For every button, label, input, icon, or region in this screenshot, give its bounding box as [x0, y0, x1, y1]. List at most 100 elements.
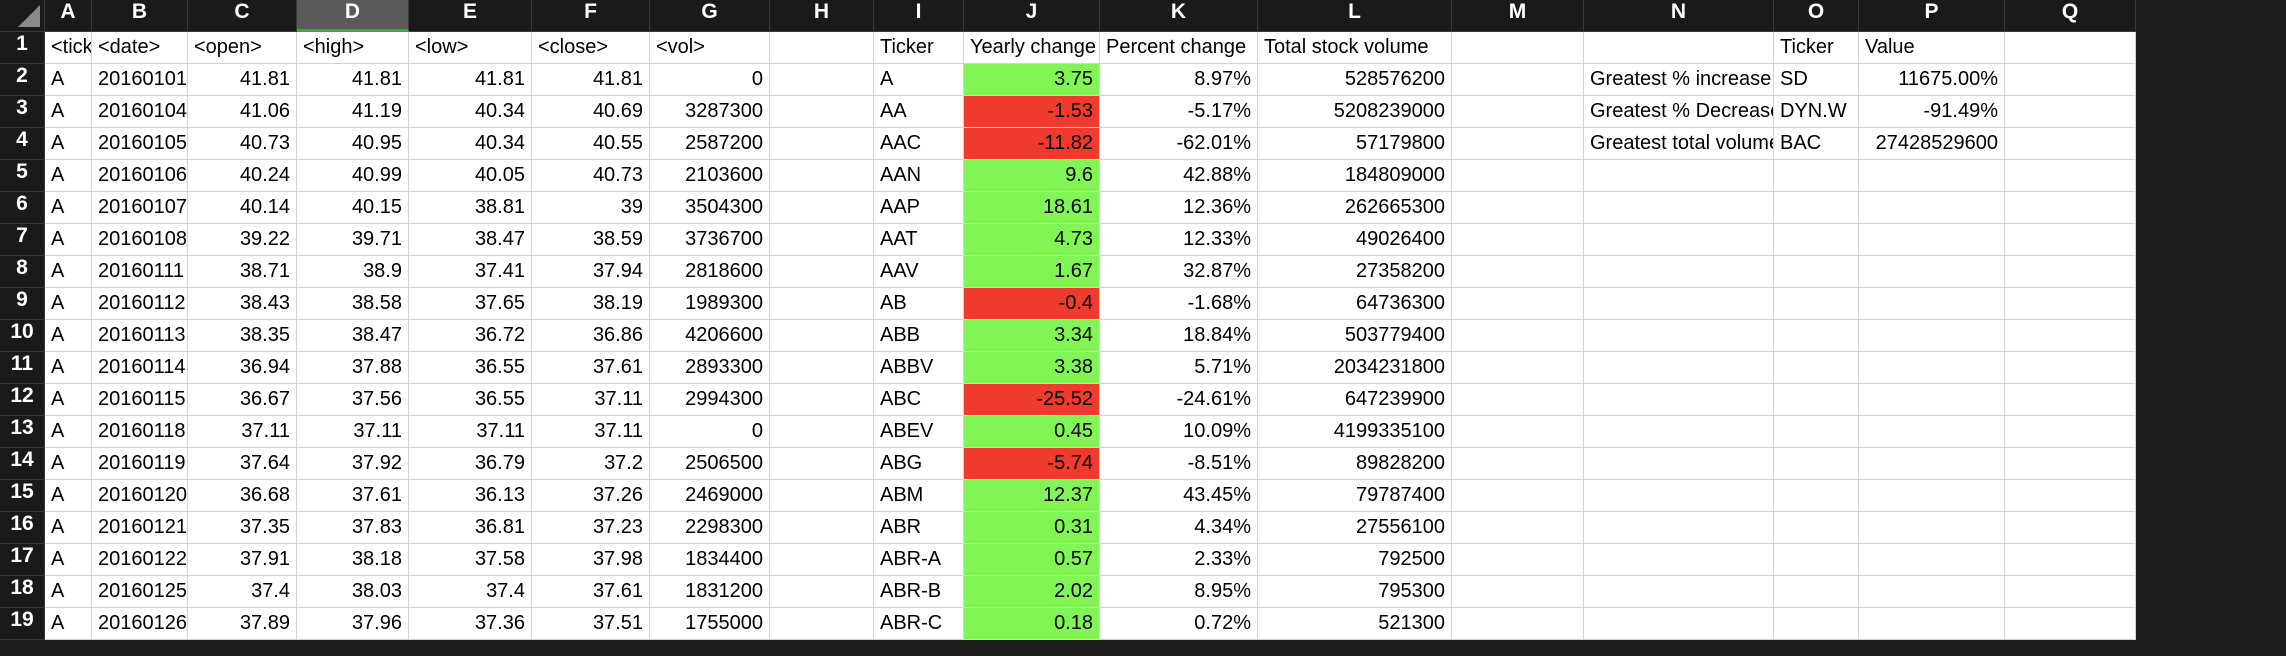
cell-m18[interactable]	[1452, 576, 1584, 608]
cell-e15[interactable]: 36.13	[409, 480, 532, 512]
column-header-i[interactable]: I	[874, 0, 964, 32]
cell-o11[interactable]	[1774, 352, 1859, 384]
cell-j13[interactable]: 0.45	[964, 416, 1100, 448]
cell-o9[interactable]	[1774, 288, 1859, 320]
cell-l7[interactable]: 49026400	[1258, 224, 1452, 256]
cell-o15[interactable]	[1774, 480, 1859, 512]
column-header-h[interactable]: H	[770, 0, 874, 32]
cell-n3[interactable]: Greatest % Decrease	[1584, 96, 1774, 128]
cell-j4[interactable]: -11.82	[964, 128, 1100, 160]
cell-h12[interactable]	[770, 384, 874, 416]
cell-h9[interactable]	[770, 288, 874, 320]
cell-e7[interactable]: 38.47	[409, 224, 532, 256]
cell-h13[interactable]	[770, 416, 874, 448]
column-header-f[interactable]: F	[532, 0, 650, 32]
cell-h17[interactable]	[770, 544, 874, 576]
cell-f9[interactable]: 38.19	[532, 288, 650, 320]
cell-m9[interactable]	[1452, 288, 1584, 320]
cell-m4[interactable]	[1452, 128, 1584, 160]
cell-m5[interactable]	[1452, 160, 1584, 192]
cell-a12[interactable]: A	[45, 384, 92, 416]
cell-i17[interactable]: ABR-A	[874, 544, 964, 576]
cell-h19[interactable]	[770, 608, 874, 640]
cell-n8[interactable]	[1584, 256, 1774, 288]
cell-a8[interactable]: A	[45, 256, 92, 288]
cell-n11[interactable]	[1584, 352, 1774, 384]
cell-i15[interactable]: ABM	[874, 480, 964, 512]
cell-c5[interactable]: 40.24	[188, 160, 297, 192]
cell-p14[interactable]	[1859, 448, 2005, 480]
cell-n4[interactable]: Greatest total volume	[1584, 128, 1774, 160]
cell-q2[interactable]	[2005, 64, 2136, 96]
cell-i7[interactable]: AAT	[874, 224, 964, 256]
cell-d4[interactable]: 40.95	[297, 128, 409, 160]
cell-d9[interactable]: 38.58	[297, 288, 409, 320]
column-header-e[interactable]: E	[409, 0, 532, 32]
cell-a16[interactable]: A	[45, 512, 92, 544]
cell-l2[interactable]: 528576200	[1258, 64, 1452, 96]
cell-c11[interactable]: 36.94	[188, 352, 297, 384]
cell-i4[interactable]: AAC	[874, 128, 964, 160]
cell-p18[interactable]	[1859, 576, 2005, 608]
cell-b4[interactable]: 20160105	[92, 128, 188, 160]
cell-f5[interactable]: 40.73	[532, 160, 650, 192]
cell-h5[interactable]	[770, 160, 874, 192]
cell-k8[interactable]: 32.87%	[1100, 256, 1258, 288]
cell-h4[interactable]	[770, 128, 874, 160]
cell-k9[interactable]: -1.68%	[1100, 288, 1258, 320]
cell-n1[interactable]	[1584, 32, 1774, 64]
cell-g3[interactable]: 3287300	[650, 96, 770, 128]
cell-d14[interactable]: 37.92	[297, 448, 409, 480]
cell-c18[interactable]: 37.4	[188, 576, 297, 608]
cell-a14[interactable]: A	[45, 448, 92, 480]
cell-n17[interactable]	[1584, 544, 1774, 576]
cell-j14[interactable]: -5.74	[964, 448, 1100, 480]
cell-a1[interactable]: <ticker>	[45, 32, 92, 64]
cell-l15[interactable]: 79787400	[1258, 480, 1452, 512]
cell-n15[interactable]	[1584, 480, 1774, 512]
cell-l14[interactable]: 89828200	[1258, 448, 1452, 480]
cell-m6[interactable]	[1452, 192, 1584, 224]
cell-a4[interactable]: A	[45, 128, 92, 160]
cell-p16[interactable]	[1859, 512, 2005, 544]
cell-n19[interactable]	[1584, 608, 1774, 640]
cell-g2[interactable]: 0	[650, 64, 770, 96]
row-header-13[interactable]: 13	[0, 416, 45, 448]
cell-l5[interactable]: 184809000	[1258, 160, 1452, 192]
cell-d16[interactable]: 37.83	[297, 512, 409, 544]
row-header-18[interactable]: 18	[0, 576, 45, 608]
cell-o1[interactable]: Ticker	[1774, 32, 1859, 64]
column-header-l[interactable]: L	[1258, 0, 1452, 32]
cell-k15[interactable]: 43.45%	[1100, 480, 1258, 512]
cell-m3[interactable]	[1452, 96, 1584, 128]
cell-d6[interactable]: 40.15	[297, 192, 409, 224]
cell-o16[interactable]	[1774, 512, 1859, 544]
cell-o2[interactable]: SD	[1774, 64, 1859, 96]
cell-o7[interactable]	[1774, 224, 1859, 256]
column-header-n[interactable]: N	[1584, 0, 1774, 32]
cell-h2[interactable]	[770, 64, 874, 96]
cell-a19[interactable]: A	[45, 608, 92, 640]
cell-j16[interactable]: 0.31	[964, 512, 1100, 544]
cell-b8[interactable]: 20160111	[92, 256, 188, 288]
cell-c6[interactable]: 40.14	[188, 192, 297, 224]
column-header-b[interactable]: B	[92, 0, 188, 32]
cell-c4[interactable]: 40.73	[188, 128, 297, 160]
cell-c8[interactable]: 38.71	[188, 256, 297, 288]
cell-b7[interactable]: 20160108	[92, 224, 188, 256]
cell-i10[interactable]: ABB	[874, 320, 964, 352]
cell-f14[interactable]: 37.2	[532, 448, 650, 480]
cell-o5[interactable]	[1774, 160, 1859, 192]
cell-q17[interactable]	[2005, 544, 2136, 576]
cell-p9[interactable]	[1859, 288, 2005, 320]
cell-j18[interactable]: 2.02	[964, 576, 1100, 608]
cell-i12[interactable]: ABC	[874, 384, 964, 416]
cell-a5[interactable]: A	[45, 160, 92, 192]
cell-f19[interactable]: 37.51	[532, 608, 650, 640]
cell-n6[interactable]	[1584, 192, 1774, 224]
cell-l1[interactable]: Total stock volume	[1258, 32, 1452, 64]
cell-b6[interactable]: 20160107	[92, 192, 188, 224]
cell-f10[interactable]: 36.86	[532, 320, 650, 352]
cell-q9[interactable]	[2005, 288, 2136, 320]
cell-f12[interactable]: 37.11	[532, 384, 650, 416]
